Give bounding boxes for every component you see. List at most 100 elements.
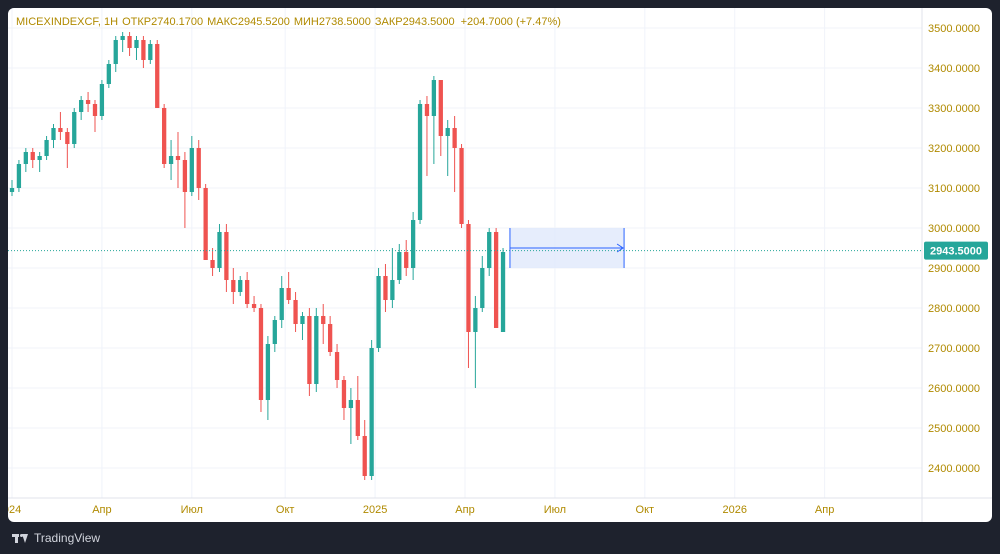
candle[interactable] <box>141 36 146 68</box>
candle[interactable] <box>44 136 49 160</box>
candle[interactable] <box>500 248 506 332</box>
candle[interactable] <box>224 224 229 292</box>
candle[interactable] <box>286 272 291 304</box>
candle[interactable] <box>438 80 443 156</box>
candle[interactable] <box>58 112 63 140</box>
x-tick-label: Окт <box>636 504 655 516</box>
candle[interactable] <box>424 96 430 176</box>
candle[interactable] <box>251 296 257 312</box>
candle[interactable] <box>466 220 471 368</box>
candle[interactable] <box>168 140 174 180</box>
candle[interactable] <box>182 152 188 228</box>
candle[interactable] <box>148 40 153 64</box>
candle[interactable] <box>65 128 70 168</box>
candle[interactable] <box>245 272 250 308</box>
candle-body <box>37 156 42 160</box>
candle[interactable] <box>445 120 450 176</box>
candle[interactable] <box>417 100 423 224</box>
candle[interactable] <box>321 304 326 344</box>
candle[interactable] <box>459 144 464 228</box>
candle[interactable] <box>390 248 395 308</box>
candle-body <box>210 260 215 268</box>
x-tick-label: Апр <box>455 504 474 516</box>
candle[interactable] <box>23 148 28 172</box>
candle-body <box>327 324 333 352</box>
candle[interactable] <box>376 268 381 352</box>
candle[interactable] <box>134 36 139 60</box>
candle[interactable] <box>493 228 499 328</box>
candle-body <box>113 40 118 64</box>
candle[interactable] <box>16 160 22 192</box>
candle[interactable] <box>85 92 91 112</box>
candle[interactable] <box>397 244 402 284</box>
candle[interactable] <box>265 336 271 420</box>
candle[interactable] <box>231 268 236 304</box>
candle[interactable] <box>452 116 457 192</box>
candle-body <box>120 36 125 40</box>
candle-body <box>397 252 402 280</box>
candle[interactable] <box>348 388 354 444</box>
candle[interactable] <box>162 104 167 168</box>
candle[interactable] <box>9 180 15 196</box>
candle[interactable] <box>217 224 222 272</box>
candle[interactable] <box>355 376 360 440</box>
candle[interactable] <box>362 420 367 480</box>
candle-body <box>238 280 243 292</box>
candle-body <box>16 164 22 188</box>
legend-symbol[interactable]: MICEXINDEXCF, 1H <box>16 16 119 28</box>
candle-body <box>231 280 236 292</box>
legend-change-value: +204.7000 (+7.47%) <box>460 16 561 28</box>
y-tick-label: 3500.0000 <box>928 23 980 35</box>
candle-body <box>480 268 485 308</box>
tradingview-logo-icon <box>12 532 28 544</box>
candle[interactable] <box>327 316 333 356</box>
candle[interactable] <box>293 292 298 332</box>
candle[interactable] <box>314 308 319 392</box>
candle[interactable] <box>480 256 485 312</box>
candle-body <box>141 40 146 60</box>
candle-body <box>355 400 360 436</box>
candle[interactable] <box>431 76 437 164</box>
candle[interactable] <box>120 32 125 52</box>
candle-body <box>410 220 416 268</box>
candle[interactable] <box>341 376 347 420</box>
candle[interactable] <box>203 184 208 260</box>
candle[interactable] <box>37 152 42 172</box>
candle[interactable] <box>238 276 243 296</box>
candle[interactable] <box>79 96 84 120</box>
candle-body <box>189 148 194 192</box>
candle[interactable] <box>307 308 312 396</box>
candle[interactable] <box>30 148 35 168</box>
candle[interactable] <box>106 60 111 88</box>
candle[interactable] <box>272 316 277 352</box>
candle[interactable] <box>127 32 132 56</box>
candle-body <box>265 344 271 400</box>
candle[interactable] <box>72 108 77 148</box>
candle[interactable] <box>113 36 118 72</box>
candle[interactable] <box>404 240 409 276</box>
legend-low-value: 2738.5000 <box>318 16 371 28</box>
candle[interactable] <box>369 340 374 480</box>
candle[interactable] <box>155 40 160 108</box>
candle[interactable] <box>383 264 388 312</box>
candle[interactable] <box>410 212 416 280</box>
candlestick-chart[interactable]: 2943.5000 2400.0000 2500.0000 2600.0000 270… <box>8 8 992 522</box>
candle[interactable] <box>175 132 181 188</box>
candle[interactable] <box>196 140 201 200</box>
candle[interactable] <box>279 276 284 328</box>
candle[interactable] <box>473 296 478 388</box>
candle[interactable] <box>210 248 215 276</box>
candle[interactable] <box>51 124 56 148</box>
candle-body <box>79 100 84 112</box>
candle[interactable] <box>99 80 105 120</box>
legend-close-value: 2943.5000 <box>402 16 455 28</box>
candle[interactable] <box>258 304 264 412</box>
candle[interactable] <box>487 228 492 276</box>
candle-body <box>487 232 492 268</box>
candle[interactable] <box>334 344 340 388</box>
candle[interactable] <box>300 312 305 340</box>
tradingview-branding[interactable]: TradingView <box>12 528 100 548</box>
candle[interactable] <box>92 100 98 132</box>
candle[interactable] <box>189 136 194 196</box>
y-tick-label: 2800.0000 <box>928 303 980 315</box>
